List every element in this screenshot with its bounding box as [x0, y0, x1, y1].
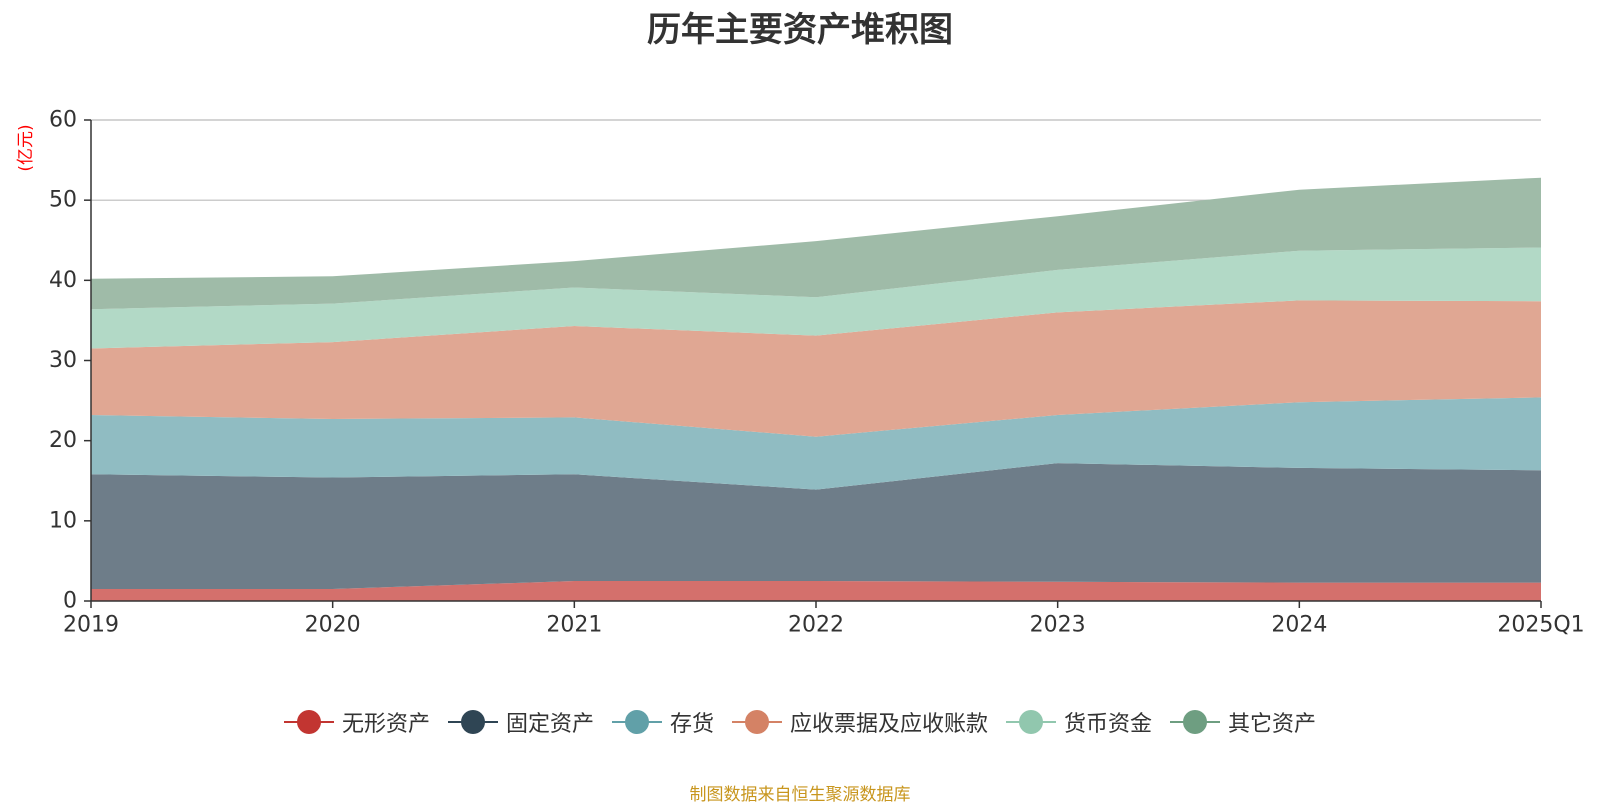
x-tick-labels: 2019 2020 2021 2022 2023 2024 2025Q1: [63, 601, 1585, 638]
area-series-6[interactable]: [91, 177, 1541, 310]
legend-label: 货币资金: [1064, 712, 1153, 737]
area-series-2[interactable]: [91, 463, 1541, 589]
legend-item-4[interactable]: 应收票据及应收账款: [732, 706, 988, 738]
data-source-note: 制图数据来自恒生聚源数据库: [689, 785, 911, 805]
legend-marker-icon: [732, 709, 782, 735]
area-series-4[interactable]: [91, 300, 1541, 437]
chart-legend: 无形资产 固定资产 存货 应收票据及应收账款 货币资金 其它资产: [0, 706, 1600, 738]
legend-marker-icon: [1006, 709, 1057, 735]
legend-label: 应收票据及应收账款: [790, 712, 989, 737]
legend-label: 固定资产: [505, 712, 594, 737]
area-series: [91, 177, 1541, 601]
y-tick-label: 20: [49, 428, 77, 453]
area-series-1[interactable]: [91, 581, 1541, 601]
chart-title: 历年主要资产堆积图: [647, 10, 953, 50]
y-axis-unit: (亿元): [16, 124, 36, 171]
x-tick-label: 2021: [546, 613, 602, 638]
y-tick-label: 60: [49, 108, 77, 133]
x-tick-label: 2020: [305, 613, 361, 638]
y-tick-labels: 0 10 20 30 40 50 60: [49, 108, 77, 614]
x-tick-label: 2022: [788, 613, 844, 638]
area-series-5[interactable]: [91, 247, 1541, 349]
legend-marker-icon: [283, 709, 334, 735]
x-tick-label: 2024: [1271, 613, 1327, 638]
y-tick-label: 50: [49, 188, 77, 213]
legend-label: 无形资产: [341, 712, 430, 737]
y-tick-label: 40: [49, 268, 77, 293]
legend-label: 其它资产: [1228, 712, 1317, 737]
area-series-3[interactable]: [91, 397, 1541, 490]
x-tick-label: 2023: [1030, 613, 1086, 638]
y-tick-label: 30: [49, 348, 77, 373]
y-tick-label: 10: [49, 508, 77, 533]
legend-item-1[interactable]: 无形资产: [283, 706, 430, 738]
x-tick-label: 2019: [63, 613, 119, 638]
legend-item-5[interactable]: 货币资金: [1006, 706, 1152, 738]
legend-item-6[interactable]: 其它资产: [1170, 706, 1316, 738]
x-tick-label: 2025Q1: [1497, 613, 1584, 638]
y-tick-label: 0: [63, 589, 77, 614]
legend-label: 存货: [669, 712, 714, 737]
legend-item-2[interactable]: 固定资产: [447, 706, 594, 738]
legend-item-3[interactable]: 存货: [611, 706, 714, 738]
legend-marker-icon: [447, 709, 498, 735]
legend-marker-icon: [1170, 709, 1221, 735]
legend-marker-icon: [611, 709, 662, 735]
